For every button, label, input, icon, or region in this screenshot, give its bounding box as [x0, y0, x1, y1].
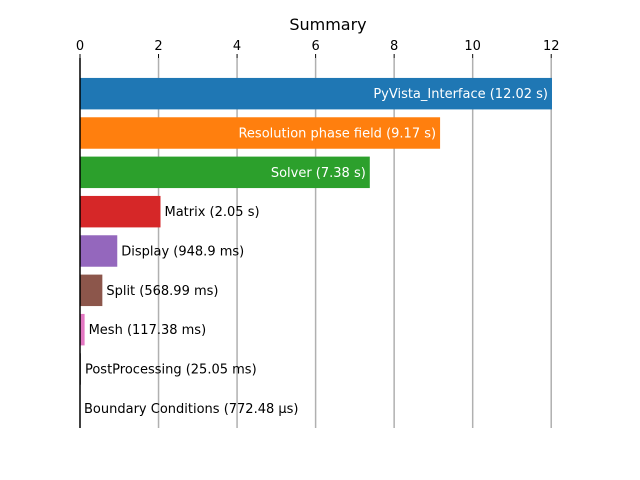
bar-label-split: Split (568.99 ms) — [106, 284, 218, 299]
bar-label-boundary-conditions: Boundary Conditions (772.48 µs) — [84, 402, 299, 417]
bar-label-pyvista-interface: PyVista_Interface (12.02 s) — [373, 87, 548, 102]
x-axis-ticks: 0 2 4 6 8 10 12 — [76, 39, 560, 58]
x-tick-label-12: 12 — [543, 39, 560, 54]
bar-pyvista-interface — [80, 77, 552, 110]
x-tick-label-10: 10 — [464, 39, 481, 54]
x-tick-label-8: 8 — [390, 39, 398, 54]
x-tick-label-6: 6 — [311, 39, 319, 54]
bar-split — [80, 274, 103, 307]
bar-mesh — [80, 313, 85, 346]
x-tick-label-4: 4 — [233, 39, 241, 54]
bars-group: PyVista_Interface (12.02 s) Resolution ph… — [80, 77, 552, 425]
chart-title: Summary — [289, 15, 366, 34]
bar-matrix — [80, 195, 161, 228]
bar-display — [80, 235, 118, 267]
bar-label-solver: Solver (7.38 s) — [271, 166, 366, 181]
bar-label-matrix: Matrix (2.05 s) — [164, 205, 259, 220]
x-tick-label-2: 2 — [154, 39, 162, 54]
x-tick-label-0: 0 — [76, 39, 84, 54]
bar-label-postprocessing: PostProcessing (25.05 ms) — [85, 363, 257, 378]
bar-resolution-phase-field — [80, 117, 441, 149]
bar-label-resolution-phase-field: Resolution phase field (9.17 s) — [238, 127, 436, 142]
bar-label-mesh: Mesh (117.38 ms) — [89, 323, 207, 338]
bar-solver — [80, 156, 370, 189]
bar-label-display: Display (948.9 ms) — [121, 245, 244, 260]
